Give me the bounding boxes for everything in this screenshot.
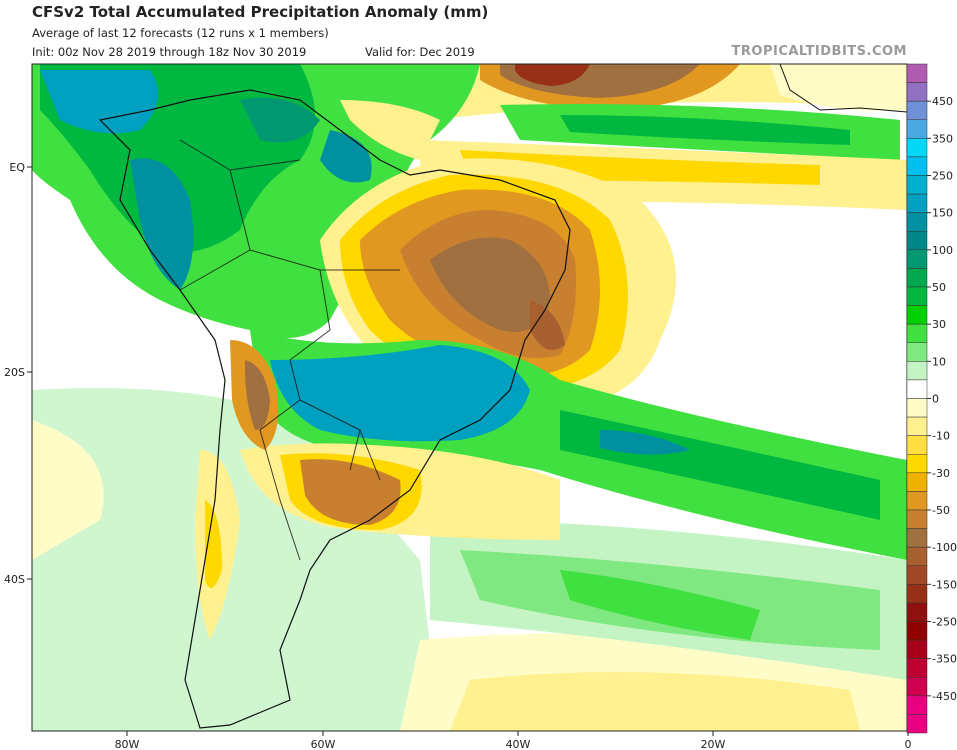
colorbar-swatch — [906, 565, 928, 585]
colorbar-label: -150 — [932, 578, 957, 591]
colorbar-swatch — [906, 639, 928, 659]
colorbar-swatch — [906, 231, 928, 251]
colorbar-swatch — [906, 361, 928, 381]
map-title: CFSv2 Total Accumulated Precipitation An… — [32, 3, 489, 21]
colorbar-swatch — [906, 416, 928, 436]
south-america-coastline — [98, 89, 571, 729]
colorbar-swatch — [906, 621, 928, 641]
colorbar-swatch — [906, 323, 928, 343]
colorbar-swatch — [906, 342, 928, 362]
colorbar-swatch — [906, 509, 928, 529]
colorbar-swatch — [906, 100, 928, 120]
colorbar-swatch — [906, 212, 928, 232]
colorbar-label: -50 — [932, 504, 950, 517]
colorbar-label: -450 — [932, 690, 957, 703]
colorbar-label: 10 — [932, 355, 946, 368]
y-axis: EQ 20S 40S — [4, 161, 32, 586]
colorbar-label: 0 — [932, 393, 939, 406]
africa-coastline — [779, 63, 908, 113]
colorbar-swatch — [906, 491, 928, 511]
colorbar-label: 100 — [932, 244, 953, 257]
colorbar-swatch — [906, 268, 928, 288]
colorbar-swatch — [906, 677, 928, 697]
x-tick-label: 0 — [905, 738, 912, 750]
x-tick-label: 80W — [115, 738, 140, 750]
y-tick-label: EQ — [9, 161, 25, 174]
colorbar-swatch — [906, 249, 928, 269]
colorbar-label: 350 — [932, 132, 953, 145]
colorbar-swatch — [906, 63, 928, 83]
colorbar-swatch — [906, 156, 928, 176]
init-time: Init: 00z Nov 28 2019 through 18z Nov 30… — [32, 45, 307, 59]
colorbar-swatch — [906, 379, 928, 399]
y-tick-label: 20S — [4, 366, 25, 379]
colorbar-swatch — [906, 454, 928, 474]
x-axis: 80W 60W 40W 20W 0 — [115, 731, 912, 750]
colorbar-swatch — [906, 546, 928, 567]
colorbar-swatch — [906, 398, 928, 418]
colorbar-label: -30 — [932, 467, 950, 480]
colorbar-label: 450 — [932, 95, 953, 108]
colorbar-swatch — [906, 602, 928, 622]
colorbar-swatch — [906, 658, 928, 678]
colorbar-swatch — [906, 193, 928, 213]
colorbar-label: -250 — [932, 616, 957, 629]
colorbar-swatch — [906, 286, 928, 306]
colorbar-swatch — [906, 138, 928, 158]
colorbar-swatch — [906, 305, 928, 325]
valid-time: Valid for: Dec 2019 — [365, 45, 475, 59]
x-tick-label: 20W — [701, 738, 726, 750]
colorbar-swatch — [906, 435, 928, 455]
colorbar-label: 50 — [932, 281, 946, 294]
colorbar-label: -350 — [932, 653, 957, 666]
colorbar-label: -10 — [932, 430, 950, 443]
colorbar-label: 30 — [932, 318, 946, 331]
colorbar-label: 250 — [932, 170, 953, 183]
y-tick-label: 40S — [4, 573, 25, 586]
x-tick-label: 40W — [506, 738, 531, 750]
colorbar-label: -100 — [932, 541, 957, 554]
colorbar-swatch — [906, 584, 928, 604]
colorbar-swatch — [906, 695, 928, 715]
colorbar-label: 150 — [932, 207, 953, 220]
x-tick-label: 60W — [311, 738, 336, 750]
colorbar-swatch — [906, 714, 928, 734]
colorbar-swatch — [906, 472, 928, 492]
anomaly-field — [32, 64, 907, 731]
colorbar-swatch — [906, 119, 928, 139]
colorbar: 4503502501501005030100-10-30-50-100-150-… — [906, 63, 957, 734]
watermark: TROPICALTIDBITS.COM — [731, 44, 907, 59]
colorbar-swatch — [906, 82, 928, 102]
map-subtitle: Average of last 12 forecasts (12 runs x … — [32, 26, 329, 40]
colorbar-swatch — [906, 528, 928, 548]
country-borders — [179, 139, 400, 561]
colorbar-swatch — [906, 175, 928, 195]
